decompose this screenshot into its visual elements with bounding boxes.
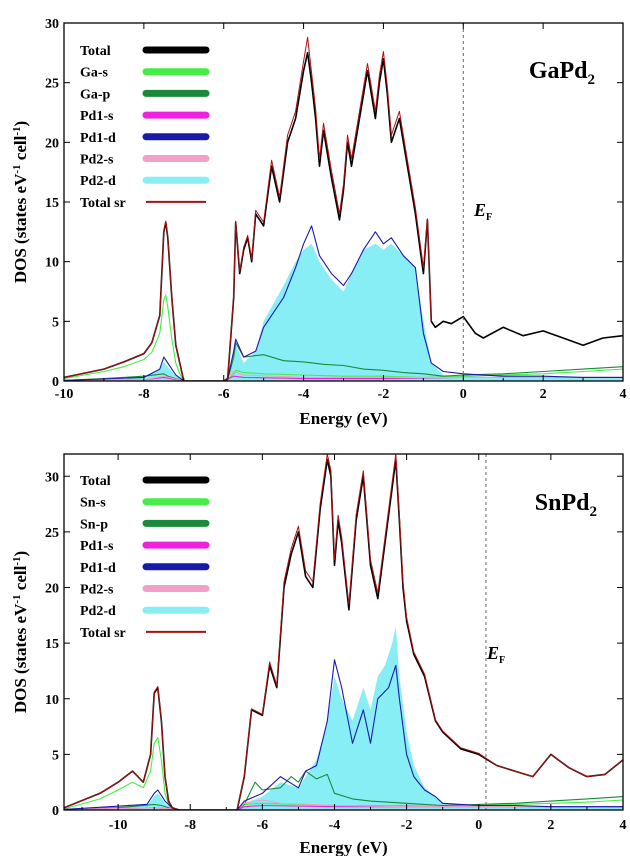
y-tick-label: 30 (45, 17, 59, 32)
chart-title-sub: 2 (588, 72, 596, 88)
panel-snpd2: -10 -8 -6 -4 -2 0 2 4 0 5 10 15 20 25 30 Energy (eV) DOS… (11, 453, 627, 856)
y-axis-label-main: DOS (states eV (11, 603, 30, 713)
chart-title-main: GaPd (529, 58, 588, 84)
y-axis-label-sup: -1 (11, 126, 23, 135)
legend-label: Pd1-s (80, 539, 114, 554)
fermi-label: EF (473, 200, 492, 223)
legend-label: Pd2-s (80, 153, 114, 168)
y-axis-label-mid: cell (11, 135, 30, 164)
y-axis-label: DOS (states eV-1 cell-1) (11, 121, 30, 283)
x-tick-label: -4 (329, 818, 341, 833)
legend-label: Ga-s (80, 66, 109, 81)
x-tick-label: -2 (378, 387, 390, 402)
series-line-ga-p (64, 342, 623, 381)
legend: Total Ga-s Ga-p Pd1-s Pd1-d Pd2-s Pd2-d Total s… (80, 44, 210, 211)
x-tick-label: -2 (401, 818, 413, 833)
chart-title: GaPd2 (529, 58, 595, 88)
x-tick-label: 2 (540, 387, 547, 402)
x-tick-label: 4 (620, 387, 627, 402)
y-axis-label-end: ) (11, 551, 30, 557)
chart-title: SnPd2 (535, 490, 597, 520)
y-axis-label-sup: -1 (11, 594, 23, 603)
x-tick-label: -10 (109, 818, 128, 833)
x-tick-label: -6 (257, 818, 269, 833)
y-axis-label-sup: -1 (11, 556, 23, 565)
x-tick-label: 4 (620, 818, 627, 833)
series-line-pd1-d (64, 225, 623, 381)
y-tick-label: 20 (45, 136, 59, 151)
legend-label: Pd1-d (80, 561, 116, 576)
x-tick-label: 0 (475, 818, 482, 833)
series-line-total-sr (64, 36, 432, 381)
y-tick-label: 0 (52, 804, 59, 819)
legend-label: Pd2-s (80, 583, 114, 598)
legend-label: Sn-s (80, 496, 106, 511)
y-tick-label: 0 (52, 375, 59, 390)
x-tick-label: -8 (184, 818, 196, 833)
y-axis-label-sup: -1 (11, 164, 23, 173)
y-axis-label-end: ) (11, 121, 30, 127)
legend-label: Ga-p (80, 87, 111, 102)
fermi-label: EF (486, 643, 505, 666)
chart-title-sub: 2 (590, 504, 598, 520)
x-tick-label: -4 (298, 387, 310, 402)
fermi-label-sub: F (486, 212, 492, 223)
y-tick-label: 5 (52, 315, 59, 330)
legend-label: Pd2-d (80, 604, 116, 619)
x-axis-label: Energy (eV) (299, 409, 387, 428)
legend-label: Total sr (80, 626, 126, 641)
y-tick-label: 5 (52, 748, 59, 763)
series-line-total-sr (64, 454, 623, 810)
fermi-label-main: E (486, 643, 499, 663)
plot-frame (63, 453, 624, 811)
y-tick-label: 10 (45, 256, 59, 271)
series-area-pd2-d (64, 243, 623, 381)
y-tick-label: 25 (45, 77, 59, 92)
series-area-pd2-d (64, 626, 623, 810)
chart-title-main: SnPd (535, 490, 590, 516)
x-axis-label: Energy (eV) (299, 838, 387, 856)
legend-label: Sn-p (80, 517, 108, 532)
y-axis-label-mid: cell (11, 565, 30, 594)
y-tick-label: 15 (45, 637, 59, 652)
fermi-label-sub: F (499, 655, 505, 666)
x-tick-label: -6 (218, 387, 230, 402)
panel-gapd2: -10 -8 -6 -4 -2 0 2 4 0 5 10 15 20 25 30 Energy (eV) DOS… (11, 17, 627, 428)
y-tick-label: 20 (45, 582, 59, 597)
legend-label: Pd1-d (80, 131, 116, 146)
legend-label: Total sr (80, 196, 126, 211)
y-tick-label: 30 (45, 470, 59, 485)
legend-label: Total (80, 44, 111, 59)
legend-label: Total (80, 474, 111, 489)
legend-label: Pd2-d (80, 174, 116, 189)
y-tick-label: 15 (45, 196, 59, 211)
y-tick-label: 10 (45, 693, 59, 708)
y-tick-label: 25 (45, 526, 59, 541)
legend: Total Sn-s Sn-p Pd1-s Pd1-d Pd2-s Pd2-d Total s… (80, 474, 210, 641)
y-axis-label: DOS (states eV-1 cell-1) (11, 551, 30, 713)
x-tick-label: -8 (138, 387, 150, 402)
series-line-sn-s (64, 737, 623, 810)
series-line-pd2-s (64, 370, 623, 381)
x-tick-label: 0 (460, 387, 467, 402)
plot-area (64, 36, 623, 381)
y-axis-label-main: DOS (states eV (11, 173, 30, 283)
x-tick-label: -10 (55, 387, 74, 402)
fermi-label-main: E (473, 200, 486, 220)
x-tick-label: 2 (547, 818, 554, 833)
legend-label: Pd1-s (80, 109, 114, 124)
